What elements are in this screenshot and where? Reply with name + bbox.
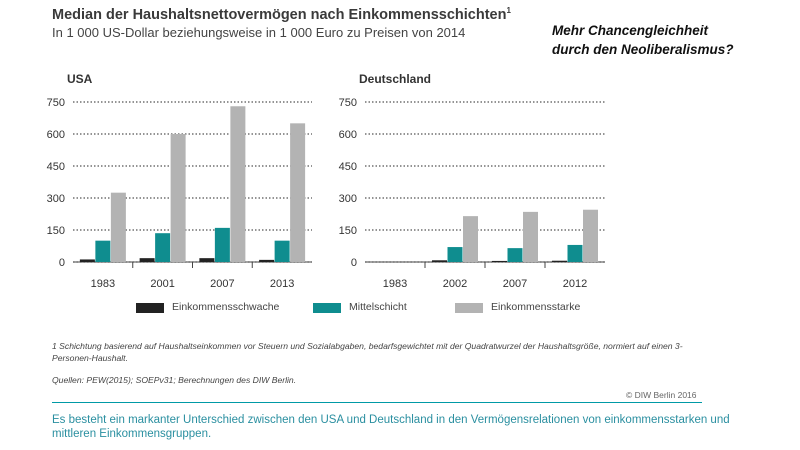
caption: Es besteht ein markanter Unterschied zwi… xyxy=(52,414,730,440)
x-tick-label-deutschland-2002: 2002 xyxy=(443,278,467,290)
bar-usa-2001-einkommensstarke xyxy=(170,134,186,262)
bar-usa-2013-einkommensstarke xyxy=(290,123,306,262)
bar-deutschland-2012-mittelschicht xyxy=(567,244,583,262)
y-tick-label-usa-450: 450 xyxy=(47,161,65,173)
bar-deutschland-2012-einkommensschwache xyxy=(552,260,567,262)
bar-deutschland-2012-einkommensstarke xyxy=(583,209,598,262)
bar-deutschland-2002-mittelschicht xyxy=(447,247,463,262)
bar-deutschland-2002-einkommensschwache xyxy=(432,260,447,262)
y-tick-label-usa-0: 0 xyxy=(59,257,65,269)
y-tick-label-usa-150: 150 xyxy=(47,225,65,237)
bar-usa-2013-mittelschicht xyxy=(274,240,290,262)
headline-line-2: durch den Neoliberalismus? xyxy=(552,42,734,57)
x-tick-label-deutschland-1983: 1983 xyxy=(383,278,407,290)
chart-title: Median der Haushaltsnettovermögen nach E… xyxy=(52,6,511,23)
bar-usa-2007-einkommensstarke xyxy=(230,106,246,263)
chart-subtitle: In 1 000 US-Dollar beziehungsweise in 1 … xyxy=(52,25,466,40)
legend-swatch-mittelschicht xyxy=(313,303,341,313)
legend-swatch-einkommensschwache xyxy=(136,303,164,313)
bar-usa-1983-einkommensstarke xyxy=(110,192,126,262)
x-tick-label-usa-2007: 2007 xyxy=(210,278,234,290)
divider xyxy=(52,402,702,403)
x-tick-label-deutschland-2007: 2007 xyxy=(503,278,527,290)
bar-usa-2007-einkommensschwache xyxy=(199,258,215,262)
bar-usa-2007-mittelschicht xyxy=(214,227,230,262)
bar-usa-2001-einkommensschwache xyxy=(139,258,155,262)
headline-line-1: Mehr Chancengleichheit xyxy=(552,23,709,38)
panel-title-usa: USA xyxy=(67,72,93,86)
legend-swatch-einkommensstarke xyxy=(455,303,483,313)
y-tick-label-deutschland-0: 0 xyxy=(351,257,357,269)
y-tick-label-deutschland-750: 750 xyxy=(339,97,357,109)
bar-usa-2001-mittelschicht xyxy=(155,233,171,262)
headline-annotation: Mehr Chancengleichheit durch den Neolibe… xyxy=(552,21,792,59)
bar-charts: USA 0 150 300 450 600 750 1983 2001 2007 2013 Deuts… xyxy=(47,72,605,290)
bar-usa-2013-einkommensschwache xyxy=(259,259,275,262)
y-tick-label-usa-600: 600 xyxy=(47,129,65,141)
bar-deutschland-2007-mittelschicht xyxy=(507,248,523,262)
legend: Einkommensschwache Mittelschicht Einkomm… xyxy=(136,301,696,317)
y-tick-label-deutschland-150: 150 xyxy=(339,225,357,237)
bar-deutschland-2002-einkommensstarke xyxy=(463,216,478,262)
panel-title-deutschland: Deutschland xyxy=(359,72,431,86)
y-tick-label-deutschland-450: 450 xyxy=(339,161,357,173)
x-tick-label-usa-2013: 2013 xyxy=(270,278,294,290)
legend-label-mittelschicht: Mittelschicht xyxy=(349,301,407,313)
bar-deutschland-2007-einkommensstarke xyxy=(523,211,538,262)
copyright: © DIW Berlin 2016 xyxy=(626,390,697,400)
x-tick-label-deutschland-2012: 2012 xyxy=(563,278,587,290)
sources: Quellen: PEW(2015); SOEPv31; Berechnunge… xyxy=(52,375,297,385)
y-tick-label-deutschland-600: 600 xyxy=(339,129,357,141)
x-tick-label-usa-1983: 1983 xyxy=(91,278,115,290)
y-tick-label-deutschland-300: 300 xyxy=(339,193,357,205)
y-tick-label-usa-300: 300 xyxy=(47,193,65,205)
legend-label-einkommensstarke: Einkommensstarke xyxy=(491,301,581,313)
footnote-marker: 1 xyxy=(506,6,511,15)
legend-label-einkommensschwache: Einkommensschwache xyxy=(172,301,280,313)
bar-usa-1983-mittelschicht xyxy=(95,240,111,262)
footnote: 1 Schichtung basierend auf Haushaltseink… xyxy=(52,341,683,363)
y-tick-label-usa-750: 750 xyxy=(47,97,65,109)
x-tick-label-usa-2001: 2001 xyxy=(150,278,174,290)
bar-usa-1983-einkommensschwache xyxy=(79,259,95,262)
bar-deutschland-2007-einkommensschwache xyxy=(492,260,507,262)
